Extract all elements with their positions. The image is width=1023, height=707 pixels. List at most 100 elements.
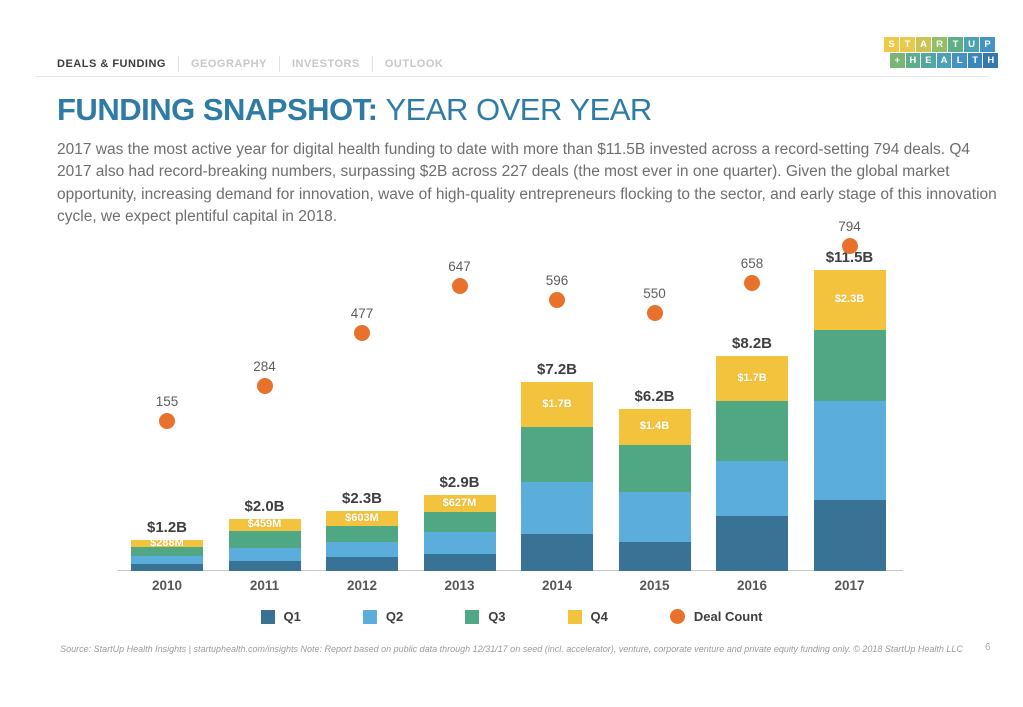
legend-item-q4: Q4 — [567, 609, 608, 624]
q4-label-2017: $2.3B — [834, 293, 865, 306]
q1-swatch-icon — [260, 609, 275, 624]
deal-count-label-2012: 477 — [350, 305, 374, 321]
deal-count-dot-2011 — [256, 377, 273, 394]
bar-2012-q4 — [326, 510, 398, 527]
q4-swatch-icon — [567, 609, 582, 624]
tab-outlook[interactable]: OUTLOOK — [371, 56, 456, 72]
deal-count-dot-2016 — [744, 275, 760, 292]
bar-2017-q2 — [813, 400, 886, 501]
legend-label-q2: Q2 — [385, 609, 404, 624]
tab-deals-funding[interactable]: DEALS & FUNDING — [57, 58, 166, 70]
deal-count-dot-2014 — [549, 292, 565, 309]
bar-2011-q1 — [228, 561, 301, 571]
total-label-2012: $2.3B — [341, 489, 383, 507]
page-title-light: YEAR OVER YEAR — [385, 92, 652, 127]
tab-investors[interactable]: INVESTORS — [278, 56, 372, 72]
deal-count-dot-2012 — [354, 324, 370, 341]
bar-2013-q3 — [423, 511, 496, 532]
bar-2010-q1 — [131, 564, 203, 571]
legend-item-q1: Q1 — [260, 609, 301, 624]
x-axis-line — [118, 570, 903, 571]
legend-label-q3: Q3 — [488, 609, 506, 624]
bar-2017-q3 — [813, 329, 886, 401]
page-title: FUNDING SNAPSHOT: YEAR OVER YEAR — [57, 92, 652, 128]
legend-item-q3: Q3 — [465, 609, 506, 624]
q3-swatch-icon — [465, 609, 480, 624]
logo-tile-t: T — [967, 53, 983, 68]
q4-label-2014: $1.7B — [542, 398, 572, 411]
total-label-2013: $2.9B — [439, 474, 480, 492]
bar-2012-q3 — [326, 526, 398, 543]
bar-2013-q2 — [423, 531, 496, 555]
logo-tile-t: T — [900, 37, 915, 52]
bar-2010-q4 — [131, 539, 203, 548]
deal-count-label-2016: 658 — [740, 256, 764, 272]
bar-2010-q2 — [131, 555, 203, 565]
year-label-2012: 2012 — [346, 578, 378, 593]
tab-geography[interactable]: GEOGRAPHY — [177, 56, 279, 72]
q4-label-2012: $603M — [345, 512, 379, 525]
bar-2016-q2 — [716, 460, 788, 516]
legend-item-q2: Q2 — [362, 609, 404, 624]
q4-label-2011: $459M — [247, 518, 282, 531]
logo-tile-p: P — [980, 37, 995, 52]
nav-tabs: DEALS & FUNDING GEOGRAPHY INVESTORS OUTLOOK — [57, 56, 455, 72]
bar-2014-q1 — [521, 534, 593, 571]
deal-count-label-2011: 284 — [253, 358, 276, 374]
logo-tile-h: H — [905, 53, 921, 68]
year-label-2016: 2016 — [736, 578, 768, 593]
logo-row-health: + H E A L T H — [890, 53, 999, 68]
bar-2015-q4 — [618, 408, 691, 446]
year-label-2010: 2010 — [151, 578, 183, 593]
logo-tile-a: A — [936, 53, 952, 68]
bar-2015-q2 — [618, 492, 691, 543]
deal-count-label-2013: 647 — [448, 259, 471, 275]
total-label-2014: $7.2B — [536, 361, 578, 379]
bar-2011-q4 — [228, 518, 301, 531]
year-label-2014: 2014 — [541, 578, 573, 593]
total-label-2010: $1.2B — [146, 518, 188, 536]
legend-label-deal-count: Deal Count — [693, 609, 763, 624]
page-number: 6 — [985, 642, 991, 653]
bar-2014-q2 — [521, 481, 593, 535]
deal-count-dot-2017 — [841, 237, 858, 254]
deal-count-dot-2015 — [646, 304, 663, 321]
logo-tile-l: L — [952, 53, 967, 68]
total-label-2017: $11.5B — [825, 248, 874, 266]
year-label-2015: 2015 — [639, 578, 670, 593]
deal-count-label-2015: 550 — [643, 285, 666, 301]
q4-label-2013: $627M — [442, 496, 477, 509]
logo-tile-u: U — [964, 37, 979, 52]
deal-count-label-2014: 596 — [545, 273, 569, 289]
legend-label-q4: Q4 — [590, 609, 608, 624]
year-label-2011: 2011 — [249, 578, 280, 593]
bar-2012-q1 — [326, 556, 398, 571]
bar-2014-q3 — [521, 426, 593, 482]
total-label-2015: $6.2B — [634, 387, 675, 405]
bar-2013-q1 — [423, 554, 496, 571]
logo-tile-+: + — [890, 53, 905, 68]
header-divider — [36, 76, 988, 77]
total-label-2011: $2.0B — [244, 497, 285, 515]
logo-tile-a: A — [916, 37, 931, 52]
bar-2016-q1 — [716, 515, 788, 571]
bar-2012-q2 — [326, 542, 398, 557]
logo-tile-s: S — [884, 37, 899, 52]
bar-2011-q2 — [228, 547, 301, 562]
q2-swatch-icon — [362, 609, 377, 624]
bar-2017-q4 — [813, 269, 886, 330]
logo-tile-h: H — [983, 53, 999, 68]
chart-legend: Q1 Q2 Q3 Q4 Deal Count — [0, 609, 1023, 624]
deal-count-dot-2013 — [451, 278, 468, 295]
source-note: Source: StartUp Health Insights | startu… — [60, 644, 963, 654]
logo-tile-t: T — [948, 37, 963, 52]
intro-paragraph: 2017 was the most active year for digita… — [57, 141, 997, 226]
bar-2015-q1 — [618, 542, 691, 571]
bar-2014-q4 — [521, 382, 593, 427]
deal-count-label-2010: 155 — [155, 394, 179, 410]
deal-count-dot-icon — [669, 609, 685, 624]
q4-label-2016: $1.7B — [737, 371, 767, 384]
bar-2011-q3 — [228, 530, 301, 548]
